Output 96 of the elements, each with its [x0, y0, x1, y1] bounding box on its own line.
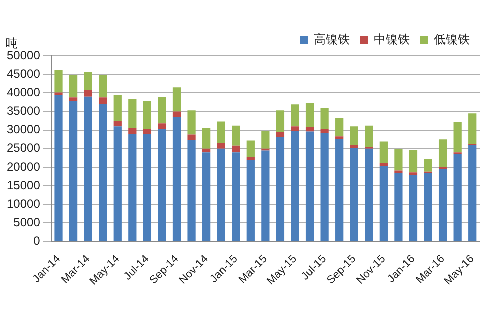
y-tick-label: 45000 [6, 66, 41, 81]
bar [217, 148, 226, 242]
bar [350, 148, 358, 242]
bar [291, 131, 300, 242]
bar [320, 108, 329, 130]
bar [217, 122, 226, 144]
bar [143, 101, 152, 130]
bar [262, 131, 270, 149]
bar [468, 114, 477, 144]
bar [99, 98, 108, 104]
bar [468, 146, 477, 242]
bar [424, 159, 432, 172]
bar [320, 129, 329, 134]
bar [306, 104, 314, 127]
bar [306, 126, 314, 132]
bar [246, 140, 255, 158]
bar [84, 90, 92, 97]
bar [350, 146, 358, 148]
y-axis-title: 吨 [6, 36, 18, 50]
bar [114, 95, 122, 122]
bar [202, 128, 211, 149]
bar [232, 146, 240, 153]
y-tick-label: 5000 [14, 215, 41, 230]
bar [409, 172, 418, 176]
bar [114, 126, 122, 242]
bar [84, 72, 92, 90]
bar [394, 149, 403, 171]
y-tick-label: 30000 [6, 122, 41, 137]
bar [172, 88, 182, 112]
y-tick-label: 15000 [6, 178, 41, 192]
bar [262, 150, 270, 242]
bar [424, 173, 432, 242]
bar [217, 143, 226, 149]
bar [172, 117, 182, 242]
bar [438, 140, 448, 168]
y-tick-label: 40000 [6, 85, 41, 100]
bar [69, 98, 78, 102]
bar [232, 126, 240, 146]
bar [188, 134, 196, 140]
bar [291, 104, 300, 127]
y-tick-label: 0 [34, 234, 41, 248]
bar [158, 124, 166, 130]
bar [188, 110, 196, 135]
bar [365, 148, 374, 242]
bar [158, 97, 166, 124]
bar [380, 142, 388, 163]
bar [188, 140, 196, 242]
bar [380, 166, 388, 242]
bar [409, 150, 418, 173]
bar [54, 70, 63, 93]
legend-label: 低镍铁 [434, 32, 470, 46]
bar [84, 96, 92, 242]
bar [128, 134, 137, 242]
bar [143, 134, 152, 242]
bar [276, 110, 285, 133]
bar [143, 129, 152, 134]
bar [350, 126, 358, 146]
bar [128, 99, 137, 128]
y-tick-label: 20000 [6, 160, 41, 174]
bar [232, 152, 240, 242]
bar [276, 132, 285, 137]
bar [114, 121, 122, 127]
y-tick-label: 10000 [6, 196, 41, 211]
bar [246, 160, 255, 242]
bar [202, 148, 211, 153]
bar [54, 95, 63, 242]
bar [454, 122, 462, 153]
y-tick-label: 35000 [6, 104, 41, 118]
bar [380, 162, 388, 166]
bar [454, 154, 462, 242]
bar [291, 126, 300, 132]
bar [409, 175, 418, 242]
bar [172, 112, 182, 118]
y-tick-label: 25000 [6, 141, 41, 156]
legend-label: 高镍铁 [314, 32, 350, 46]
bar [158, 129, 166, 242]
bar [438, 169, 448, 242]
bar [99, 104, 108, 242]
legend-label: 中镍铁 [374, 32, 410, 46]
bar [69, 101, 78, 242]
bar [365, 126, 374, 148]
bar [336, 136, 344, 140]
bar [276, 136, 285, 242]
bar [336, 118, 344, 137]
bar [306, 132, 314, 242]
bar [202, 152, 211, 242]
bar [394, 173, 403, 242]
bar [69, 75, 78, 98]
bar [54, 92, 63, 96]
bar [128, 128, 137, 134]
bar [320, 133, 329, 242]
bar [394, 170, 403, 174]
y-tick-label: 50000 [6, 48, 41, 62]
bar [99, 75, 108, 98]
bar [336, 139, 344, 242]
bar [246, 157, 255, 160]
